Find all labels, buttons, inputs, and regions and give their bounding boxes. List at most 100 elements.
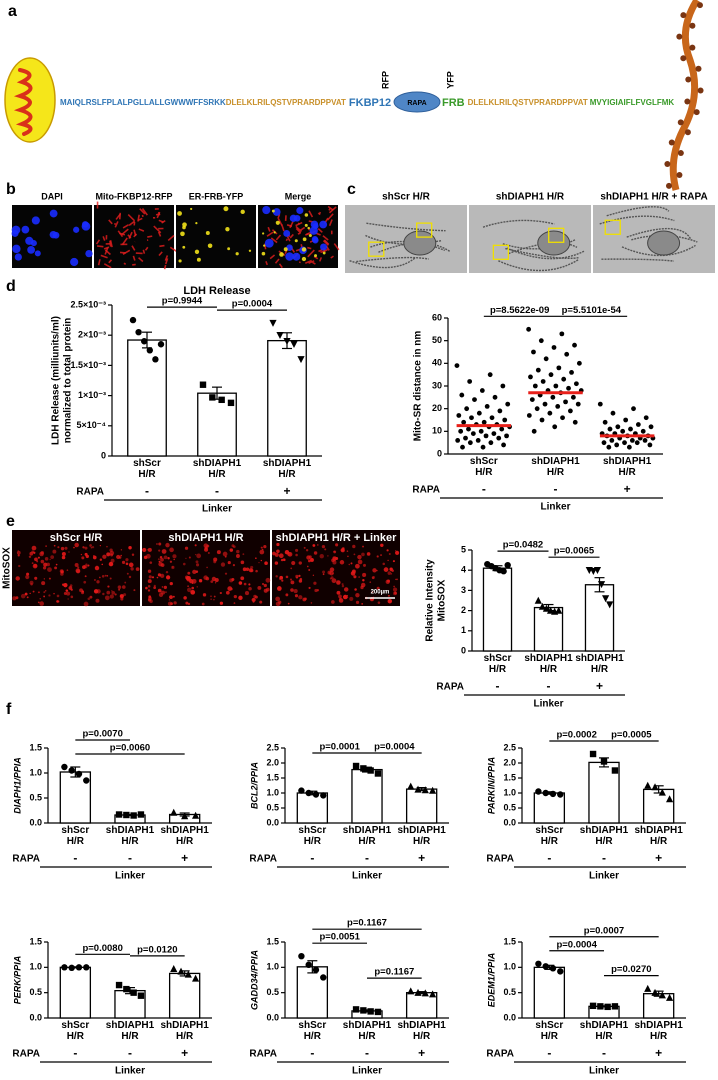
bar [482,567,513,652]
mitosox-signal [84,575,87,578]
p-value: p=0.0051 [319,932,360,943]
mito-signal [109,240,112,247]
ribosome [689,44,696,51]
mitosox-signal [317,544,319,546]
membrane [356,256,429,263]
mitosox-signal [362,579,365,582]
mitosox-signal [172,566,174,568]
group-label: Linker [540,502,570,513]
mitosox-signal [96,580,100,584]
data-point [589,750,597,758]
bar [127,339,167,457]
category-label: shDIAPH1 H/R [634,825,683,847]
data-point [538,338,544,344]
data-point [640,428,646,434]
category-label: shDIAPH1 H/R [397,1020,446,1042]
data-point [170,965,178,973]
image-label: DAPI [41,191,63,201]
data-point [567,408,573,414]
mitosox-signal [187,585,189,588]
data-point [469,415,474,421]
data-point [130,812,137,819]
mito-signal [307,246,312,250]
rapa-label: RAPA [436,682,464,693]
signal [207,243,213,249]
y-tick-label: 1.0 [266,962,279,972]
mitosox-signal [70,588,73,591]
panel-label: c [347,181,356,198]
mito-signal [169,246,177,252]
mitosox-signal [255,557,257,560]
mitosox-signal [147,589,151,592]
y-tick-label: 0.0 [29,817,42,827]
category-label: shDIAPH1 H/R [160,825,209,847]
mitosox-signal [213,595,216,598]
mitosox-signal [43,595,46,598]
mitosox-signal [339,560,345,565]
label-box: shDIAPH1 H/R [634,1020,682,1042]
signal [11,225,21,235]
mitosox-signal [106,590,111,595]
mitosox-signal [46,562,50,567]
mitosox-signal [341,584,345,588]
group-label: Linker [115,1066,145,1077]
data-point [601,440,607,446]
data-point [123,985,130,993]
category-label: shDIAPH1 H/R [192,458,242,480]
mitosox-signal [350,562,353,565]
rapa-sign: - [365,851,369,865]
mitosox-signal [148,575,152,579]
image-label: shScr H/R [382,192,431,203]
rapa-sign: - [547,851,551,865]
data-point [414,988,422,996]
data-point [557,791,564,798]
y-tick-label: 1×10⁻³ [78,390,106,400]
mitosox-signal [313,551,318,555]
data-point [472,397,477,402]
data-point [491,431,497,436]
mitosox-signal [77,566,80,569]
data-point [496,435,502,441]
data-point [615,424,621,430]
mitosox-signal [147,548,149,551]
signal [227,247,231,251]
mitosox-signal [291,560,296,566]
data-point [658,991,666,999]
label-box: shDIAPH1 H/R [531,456,579,478]
mitosox-signal [285,593,289,597]
data-point [218,396,225,404]
mito-signal [297,222,301,225]
ribosome [676,33,683,40]
mitosox-signal [109,577,112,580]
data-point [298,787,305,794]
data-point [68,767,75,774]
mitosox-signal [109,594,114,599]
ribosome [677,150,684,157]
label-box: shDIAPH1 H/R [160,825,209,847]
mitosox-signal [52,549,57,554]
mitosox-signal [79,588,83,593]
y-tick-label: 0 [437,448,442,458]
category-label: shDIAPH1 H/R [160,1020,209,1042]
mitosox-signal [216,550,221,555]
mitosox-signal [230,587,233,591]
y-tick-label: 0.0 [503,1012,516,1022]
mitosox-signal [358,576,360,578]
mito-signal [137,214,140,222]
data-point [557,968,564,975]
data-point [181,812,189,820]
mitosox-signal [57,546,60,549]
mitosox-signal [48,594,51,597]
data-point [497,408,503,414]
mitosox-signal [110,553,114,557]
label-box: shDIAPH1 H/R [575,653,623,675]
mitosox-signal [92,555,97,560]
mitosox-signal [187,587,192,593]
label-box: shScr H/R [535,1020,563,1042]
mitosox-signal [341,583,344,586]
mitosox-signal [184,575,189,580]
data-point [505,401,511,407]
y-tick-label: 20 [432,403,442,413]
signal [292,252,301,261]
bar [533,966,566,1019]
